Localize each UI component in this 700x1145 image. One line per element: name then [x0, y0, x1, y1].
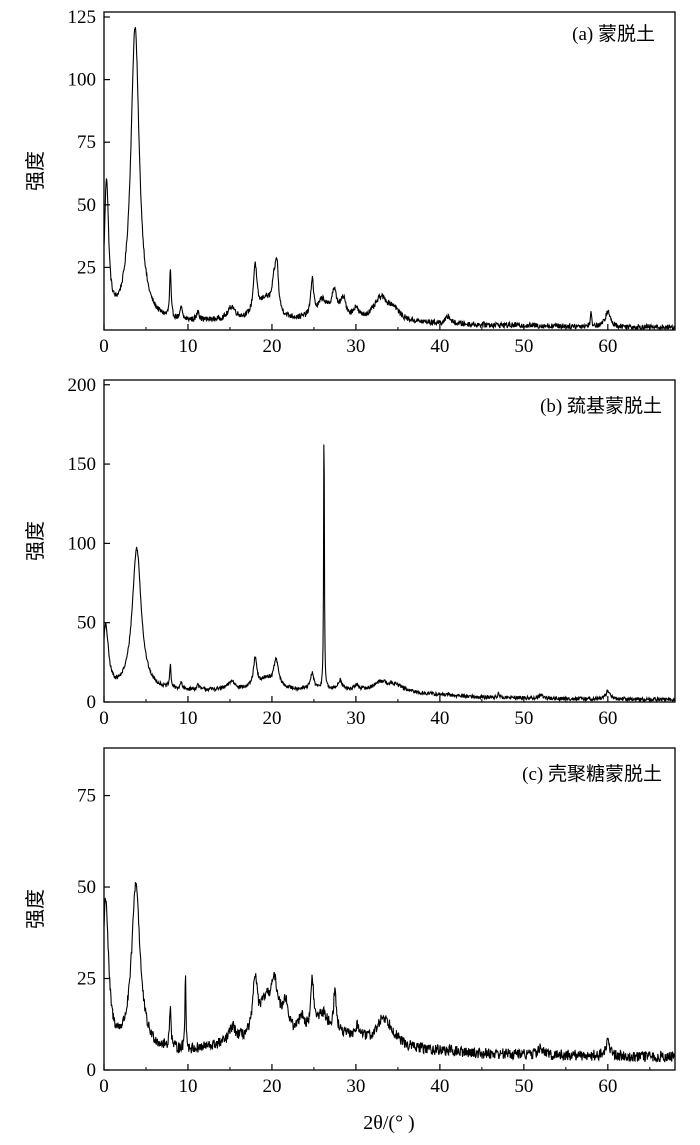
- panel-b-ylabel: 强度: [24, 521, 47, 561]
- panel-c-ylabel: 强度: [24, 889, 47, 929]
- panel-a: 0 10 20 30 40 50 60 25 50 75 100 125 (a) 蒙脱土 强度: [24, 7, 676, 357]
- panel-c: 0 10 20 30 40 50 60 0 25 50 75 (c) 壳聚糖蒙脱土 强度 2θ/(°…: [24, 747, 676, 1134]
- panel-c-ticks: 0 10 20 30 40 50 60 0 25 50 75: [77, 786, 651, 1097]
- x-tick-label: 0: [99, 336, 109, 357]
- panel-a-label: (a) 蒙脱土: [572, 23, 655, 45]
- x-tick-label: 0: [99, 1076, 109, 1097]
- y-tick-label: 100: [68, 70, 97, 91]
- panel-b-ticks: 0 10 20 30 40 50 60 0 50 100 150 200: [68, 375, 651, 729]
- panel-c-frame: [103, 747, 676, 1071]
- x-tick-label: 20: [262, 1076, 281, 1097]
- y-tick-label: 150: [68, 454, 97, 475]
- panel-b-frame: [103, 379, 676, 703]
- y-tick-label: 50: [77, 877, 96, 898]
- x-tick-label: 60: [598, 336, 617, 357]
- x-tick-label: 30: [346, 336, 365, 357]
- y-tick-label: 0: [87, 692, 97, 713]
- panel-a-ticks: 0 10 20 30 40 50 60 25 50 75 100 125: [68, 7, 651, 357]
- panel-b: 0 10 20 30 40 50 60 0 50 100 150 200 (b) 巯基蒙脱土 强度: [24, 375, 676, 729]
- y-tick-label: 50: [77, 613, 96, 634]
- x-tick-label: 50: [514, 336, 533, 357]
- panel-c-trace: [103, 881, 676, 1063]
- panel-a-ylabel: 强度: [24, 151, 47, 191]
- x-tick-label: 20: [262, 708, 281, 729]
- y-tick-label: 25: [77, 257, 96, 278]
- panel-b-label: (b) 巯基蒙脱土: [540, 395, 662, 417]
- y-tick-label: 25: [77, 969, 96, 990]
- panel-a-trace: [103, 27, 676, 332]
- x-axis-label: 2θ/(° ): [363, 1112, 414, 1134]
- x-tick-label: 10: [178, 336, 197, 357]
- x-tick-label: 30: [346, 708, 365, 729]
- x-tick-label: 60: [598, 708, 617, 729]
- y-tick-label: 0: [87, 1060, 97, 1081]
- x-tick-label: 40: [430, 336, 449, 357]
- x-tick-label: 40: [430, 708, 449, 729]
- x-tick-label: 50: [514, 708, 533, 729]
- y-tick-label: 100: [68, 533, 97, 554]
- x-tick-label: 10: [178, 708, 197, 729]
- y-tick-label: 50: [77, 195, 96, 216]
- y-tick-label: 125: [68, 7, 97, 28]
- x-tick-label: 20: [262, 336, 281, 357]
- x-tick-label: 40: [430, 1076, 449, 1097]
- y-tick-label: 200: [68, 375, 97, 396]
- x-tick-label: 0: [99, 708, 109, 729]
- x-tick-label: 10: [178, 1076, 197, 1097]
- panel-b-trace: [103, 444, 676, 703]
- x-tick-label: 50: [514, 1076, 533, 1097]
- y-tick-label: 75: [77, 132, 96, 153]
- x-tick-label: 60: [598, 1076, 617, 1097]
- panel-c-label: (c) 壳聚糖蒙脱土: [522, 763, 662, 785]
- x-tick-label: 30: [346, 1076, 365, 1097]
- panel-a-frame: [103, 11, 676, 331]
- y-tick-label: 75: [77, 786, 96, 807]
